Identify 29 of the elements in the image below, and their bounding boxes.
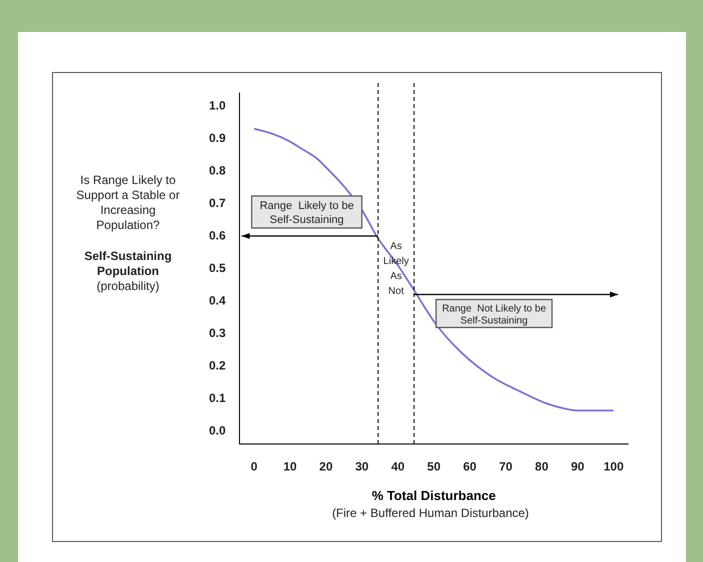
x-tick-label: 10 [283,460,298,474]
x-tick-label: 60 [463,460,477,474]
x-tick-label: 90 [570,460,585,474]
y-tick-label: 0.4 [208,293,226,308]
y-tick-label: 0.8 [208,163,226,178]
text: (Fire + Buffered Human Disturbance) [331,506,530,520]
text: Is Range Likely to Support a Stable or Increasing Population? [75,173,181,233]
y-tick-label: 0.2 [208,358,226,372]
x-tick-label: 50 [427,460,441,474]
x-tick-label: 80 [535,460,549,474]
y-tick-label: 0.6 [208,228,226,242]
y-tick-label: 0.3 [208,326,226,340]
y-tick-label: 0.9 [208,130,226,145]
y-axis-title: Self-Sustaining Population (probability) [83,249,173,294]
x-tick-label: 0 [250,460,258,474]
y-tick-label: 0.0 [208,423,226,438]
line-series [253,128,615,412]
annotation: Range Likely to be Self-Sustaining [260,200,354,226]
y-tick-label: 0.5 [208,260,226,275]
x-tick-label: 20 [319,460,333,474]
x-tick-label: 40 [391,460,405,474]
x-tick-label: 100 [604,460,624,474]
y-tick-label: 0.1 [208,390,226,405]
x-axis-title: % Total Disturbance [372,488,496,503]
x-tick-label: 30 [355,460,369,474]
annotation: Range Not Likely to be Self-Sustaining [442,303,546,326]
x-tick-label: 70 [499,460,513,474]
y-tick-label: 0.7 [208,196,226,210]
y-tick-label: 1.0 [208,98,226,112]
